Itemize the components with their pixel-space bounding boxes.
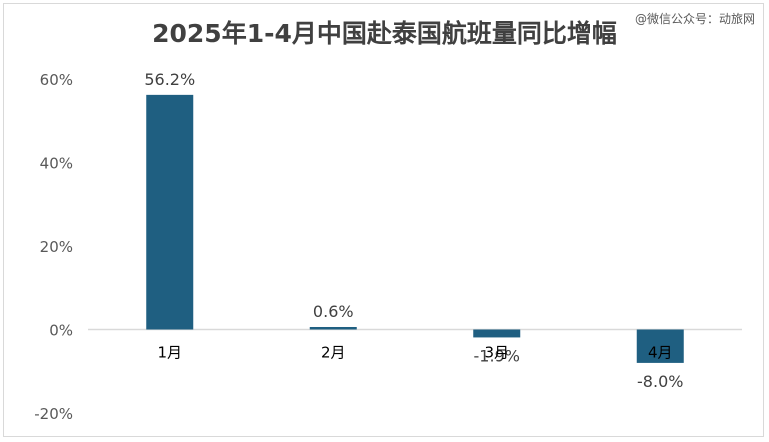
bars bbox=[146, 94, 684, 363]
data-label: -1.9% bbox=[474, 346, 520, 365]
y-axis-ticks: 60% 40% 20% 0% -20% bbox=[34, 71, 73, 423]
x-tick-label: 3月 bbox=[484, 344, 509, 362]
bar-2 bbox=[309, 326, 357, 330]
y-tick-label: -20% bbox=[34, 405, 73, 423]
x-tick-label: 4月 bbox=[648, 344, 673, 362]
y-tick-label: 60% bbox=[40, 71, 73, 89]
data-labels: 56.2% 0.6% -1.9% -8.0% bbox=[144, 70, 683, 391]
watermark: @微信公众号：动旅网 bbox=[634, 12, 755, 26]
bar-1 bbox=[146, 94, 194, 330]
y-tick-label: 20% bbox=[40, 238, 73, 256]
chart-frame bbox=[3, 3, 764, 437]
x-axis-ticks: 1月 2月 3月 4月 bbox=[157, 344, 672, 362]
y-tick-label: 40% bbox=[40, 155, 73, 173]
data-label: -8.0% bbox=[637, 372, 683, 391]
x-tick-label: 1月 bbox=[157, 344, 182, 362]
y-tick-label: 0% bbox=[49, 322, 73, 340]
bar-4 bbox=[636, 329, 684, 363]
data-label: 0.6% bbox=[313, 302, 354, 321]
chart-title: 2025年1-4月中国赴泰国航班量同比增幅 bbox=[152, 19, 617, 48]
data-label: 56.2% bbox=[144, 70, 195, 89]
x-tick-label: 2月 bbox=[321, 344, 346, 362]
bar-3 bbox=[473, 329, 521, 338]
